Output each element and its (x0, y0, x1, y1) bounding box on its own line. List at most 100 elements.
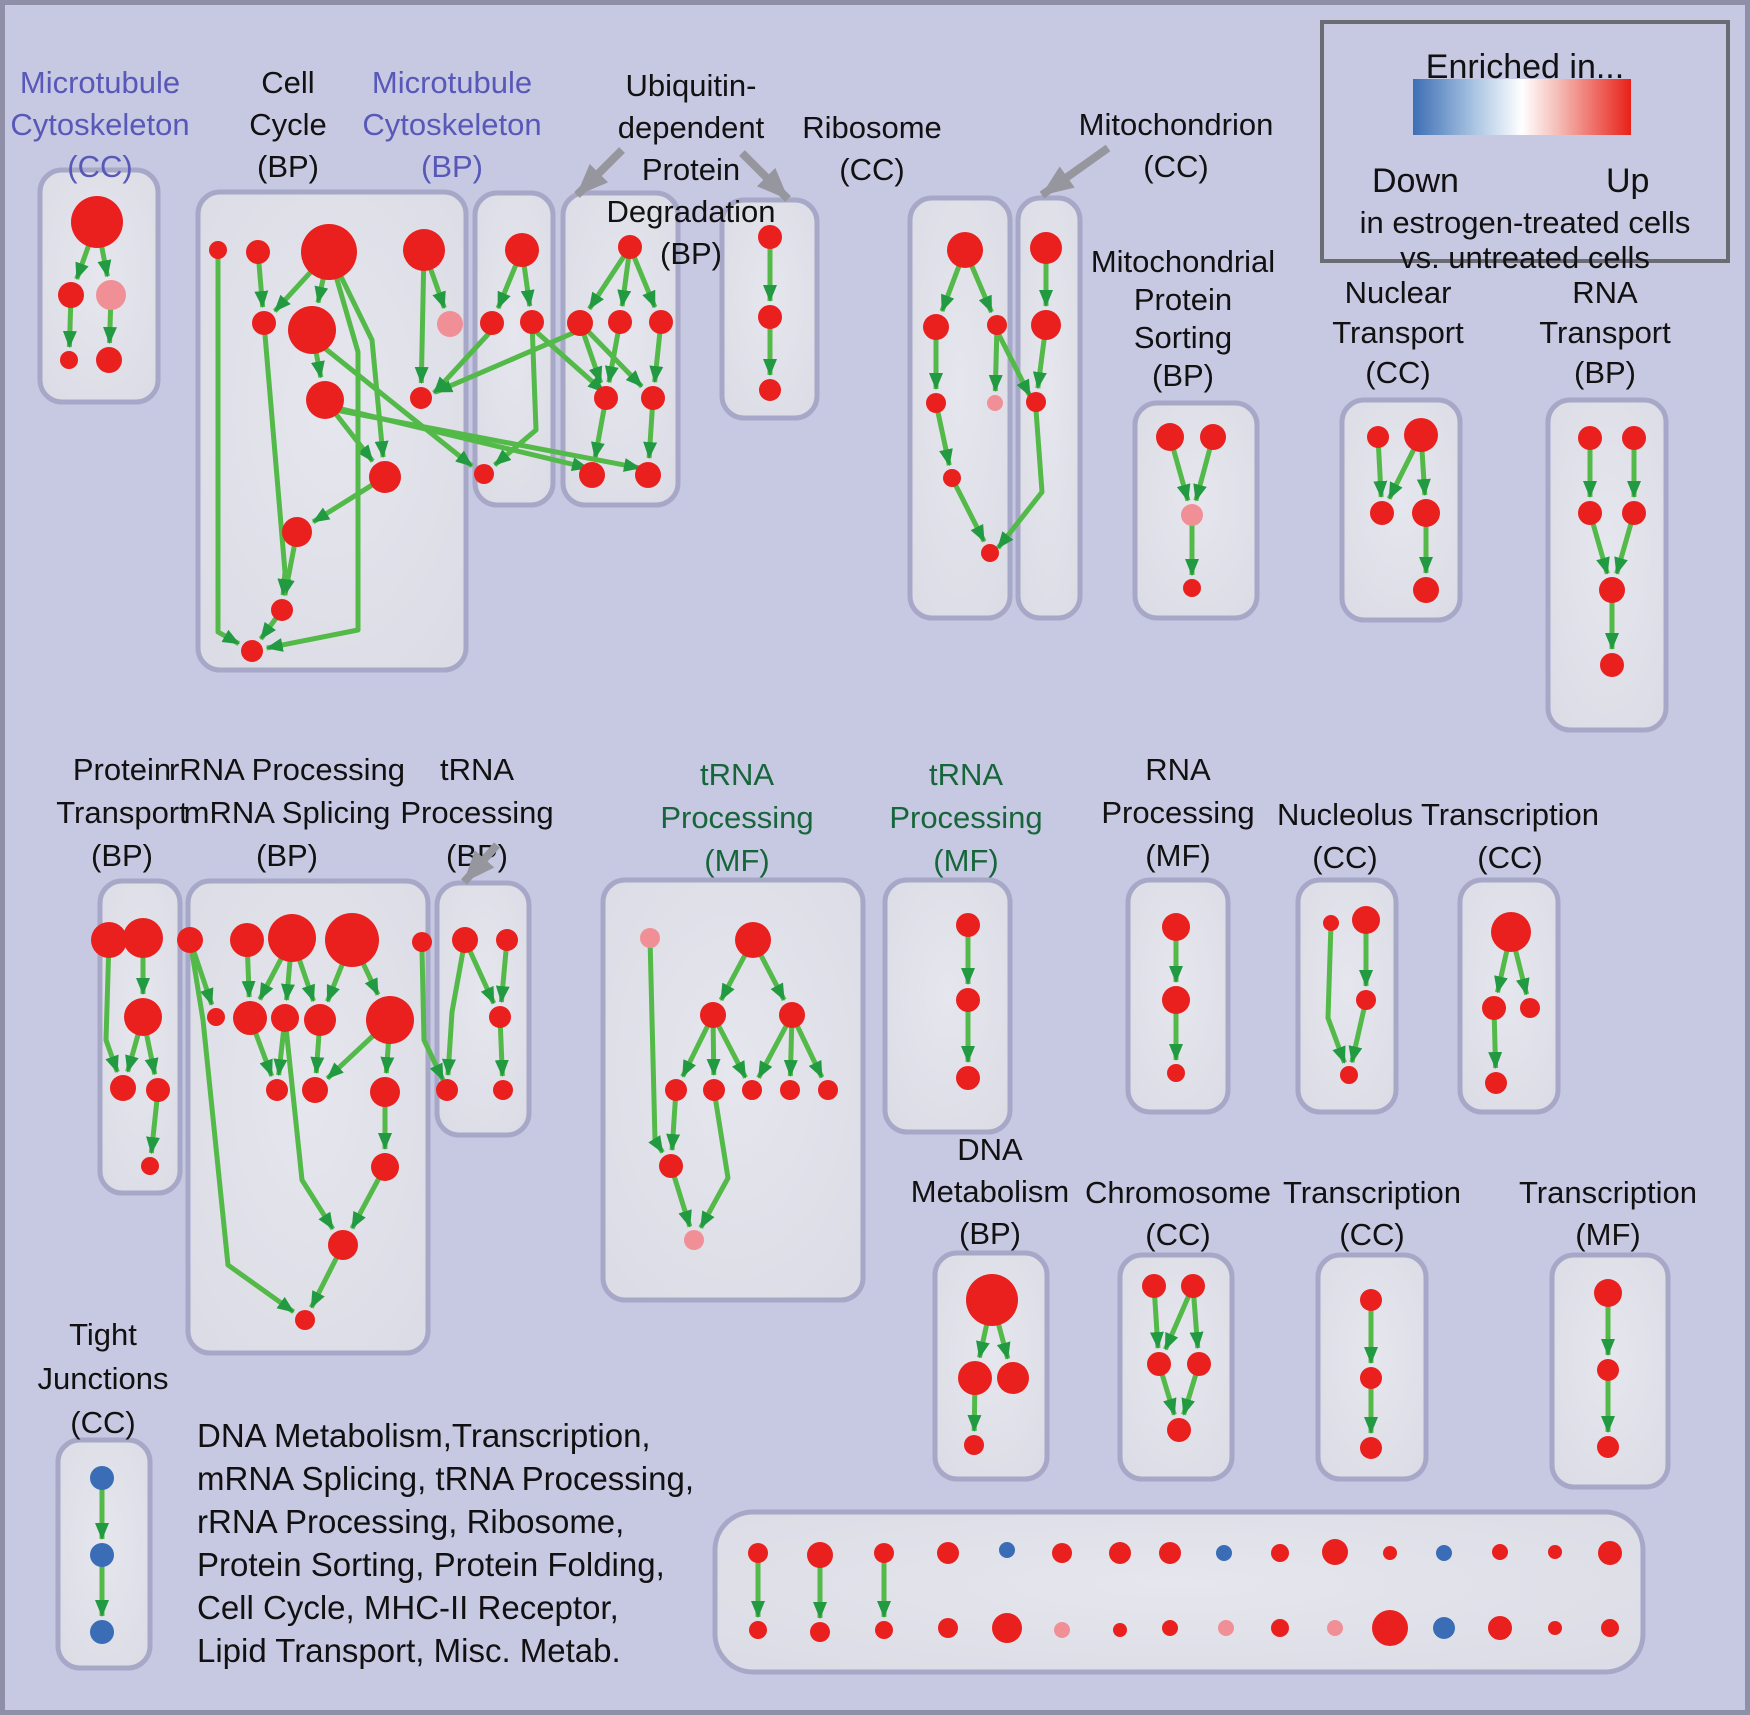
misc-clusters-node-0 (748, 1543, 768, 1563)
cluster-box-chromosome-cc (1117, 1252, 1235, 1482)
cell-cycle-bp-edge-2-12 (265, 251, 361, 652)
nucleolus-cc-node-1 (1352, 906, 1380, 934)
transcription-mf-node-1 (1597, 1359, 1619, 1381)
rrna-processing-mrna-splicing-bp-node-0 (177, 927, 203, 953)
trna-processing-mf-1-node-4 (665, 1079, 687, 1101)
protein-transport-bp-node-3 (110, 1075, 136, 1101)
trna-processing-mf-1-edge-0-9 (647, 937, 665, 1154)
cluster-label-nucleolus-cc: Nucleolus (CC) (1277, 797, 1413, 875)
misc-clusters-node-21 (1054, 1622, 1070, 1638)
dna-metabolism-bp-node-3 (964, 1435, 984, 1455)
ubiquitin-degradation-bp-node-6 (579, 462, 605, 488)
annotation-line: Protein Sorting, Protein Folding, (197, 1546, 665, 1583)
trna-processing-mf-1-node-3 (779, 1002, 805, 1028)
cell-cycle-bp-node-12 (241, 640, 263, 662)
rna-processing-mf-node-2 (1167, 1064, 1185, 1082)
nuclear-transport-cc-node-2 (1370, 501, 1394, 525)
rrna-processing-mrna-splicing-bp-node-8 (304, 1004, 336, 1036)
rrna-processing-mrna-splicing-bp-node-5 (207, 1008, 225, 1026)
misc-clusters-node-6 (1109, 1542, 1131, 1564)
trna-processing-mf-1-node-5 (703, 1079, 725, 1101)
annotation-line: Cell Cycle, MHC-II Receptor, (197, 1589, 619, 1626)
tight-junctions-cc-node-0 (90, 1466, 114, 1490)
rrna-processing-mrna-splicing-bp-node-12 (370, 1077, 400, 1107)
rrna-processing-mrna-splicing-bp-node-14 (328, 1230, 358, 1260)
ubiquitin-degradation-bp-node-4 (594, 386, 618, 410)
ribosome-cc-node-2 (987, 315, 1007, 335)
trna-processing-mf-2-node-1 (956, 988, 980, 1012)
misc-clusters-node-24 (1218, 1620, 1234, 1636)
microtubule-cytoskeleton-cc-node-3 (60, 351, 78, 369)
microtubule-cytoskeleton-bp-node-2 (520, 310, 544, 334)
misc-clusters-node-28 (1433, 1617, 1455, 1639)
cluster-box-rrna-processing-mrna-splicing-bp (185, 878, 431, 1356)
cell-cycle-bp-node-9 (369, 461, 401, 493)
cluster-label-trna-processing-mf-2: tRNA Processing (MF) (889, 757, 1042, 878)
misc-clusters-node-3 (937, 1542, 959, 1564)
misc-clusters-node-1 (807, 1542, 833, 1568)
trna-processing-mf-1-node-7 (780, 1080, 800, 1100)
mitochondrial-protein-sorting-bp-node-2 (1181, 504, 1203, 526)
nucleolus-cc-node-2 (1356, 990, 1376, 1010)
nuclear-transport-cc-node-1 (1404, 418, 1438, 452)
trna-processing-mf-1-node-1 (735, 922, 771, 958)
cluster-label-microtubule-cytoskeleton-bp: Microtubule Cytoskeleton (BP) (362, 65, 541, 184)
annotation-line: Lipid Transport, Misc. Metab. (197, 1632, 621, 1669)
ubiquitin-degradation-bp-node-7 (635, 462, 661, 488)
microtubule-cytoskeleton-cc-node-0 (71, 196, 123, 248)
misc-clusters-node-5 (1052, 1543, 1072, 1563)
cluster-box-nuclear-transport-cc (1339, 397, 1463, 623)
cell-cycle-bp-edge-4-11 (261, 322, 292, 597)
misc-clusters-node-25 (1271, 1619, 1289, 1637)
rrna-processing-mrna-splicing-bp-node-15 (295, 1310, 315, 1330)
rna-transport-bp-node-2 (1578, 501, 1602, 525)
trna-processing-mf-1-node-8 (818, 1080, 838, 1100)
cross-edge-5 (310, 336, 474, 468)
cluster-box-protein-transport-bp (97, 878, 183, 1196)
ribosome-cc-edge-5-6 (949, 476, 987, 543)
mitochondrion-cc-node-1 (1031, 310, 1061, 340)
microtubule-cytoskeleton-bp-edge-2-3 (493, 321, 539, 467)
cluster-label-ubiquitin-degradation-bp: Ubiquitin-dependent Protein Degradation (BP… (607, 68, 776, 271)
microtubule-cytoskeleton-bp-node-1 (480, 311, 504, 335)
nucleolus-cc-node-0 (1323, 915, 1339, 931)
nucleolus-cc-node-3 (1340, 1066, 1358, 1084)
label-pointer-arrow-1 (739, 150, 791, 202)
trna-processing-mf-1-node-0 (640, 928, 660, 948)
ribosome-cc-edge-2-4 (988, 324, 1003, 393)
cell-cycle-bp-node-11 (271, 599, 293, 621)
transcription-cc-1-node-1 (1482, 996, 1506, 1020)
rna-transport-bp-node-0 (1578, 426, 1602, 450)
mitochondrial-protein-sorting-bp-node-3 (1183, 579, 1201, 597)
rrna-processing-mrna-splicing-bp-node-11 (302, 1077, 328, 1103)
cluster-box-transcription-cc-1 (1457, 877, 1561, 1115)
cross-edge-1 (324, 405, 641, 472)
ribosome-cc-node-0 (947, 232, 983, 268)
rna-processing-mf-node-1 (1162, 986, 1190, 1014)
ribosome-cc-node-3 (926, 393, 946, 413)
cell-cycle-bp-edge-3-8 (414, 249, 429, 385)
cross-edge-2 (435, 327, 581, 395)
cluster-label-ribosome-cc: Ribosome (CC) (802, 110, 942, 187)
transcription-cc-2-node-2 (1360, 1437, 1382, 1459)
cluster-label-mitochondrial-protein-sorting-bp: Mitochondrial Protein Sorting (BP) (1091, 244, 1275, 393)
rrna-processing-mrna-splicing-bp-node-1 (230, 923, 264, 957)
cluster-label-chromosome-cc: Chromosome (CC) (1085, 1175, 1271, 1252)
misc-clusters-node-13 (1492, 1544, 1508, 1560)
rrna-processing-mrna-splicing-bp-node-4 (412, 932, 432, 952)
ubiquitin-degradation-bp-2-node-1 (758, 305, 782, 329)
misc-clusters-node-31 (1601, 1619, 1619, 1637)
misc-clusters-node-18 (875, 1621, 893, 1639)
cell-cycle-bp-node-5 (288, 306, 336, 354)
misc-clusters-node-2 (874, 1543, 894, 1563)
rna-transport-bp-node-3 (1622, 501, 1646, 525)
tight-junctions-cc-node-2 (90, 1620, 114, 1644)
cluster-label-mitochondrion-cc: Mitochondrion (CC) (1079, 107, 1274, 184)
cluster-label-transcription-cc-2: Transcription (CC) (1283, 1175, 1461, 1252)
cell-cycle-bp-node-1 (246, 240, 270, 264)
rrna-processing-mrna-splicing-bp-node-10 (266, 1079, 288, 1101)
mitochondrion-cc-node-2 (1026, 392, 1046, 412)
ribosome-cc-node-4 (987, 395, 1003, 411)
cluster-box-trna-processing-mf-1 (600, 877, 866, 1303)
ubiquitin-degradation-bp-node-3 (649, 310, 673, 334)
